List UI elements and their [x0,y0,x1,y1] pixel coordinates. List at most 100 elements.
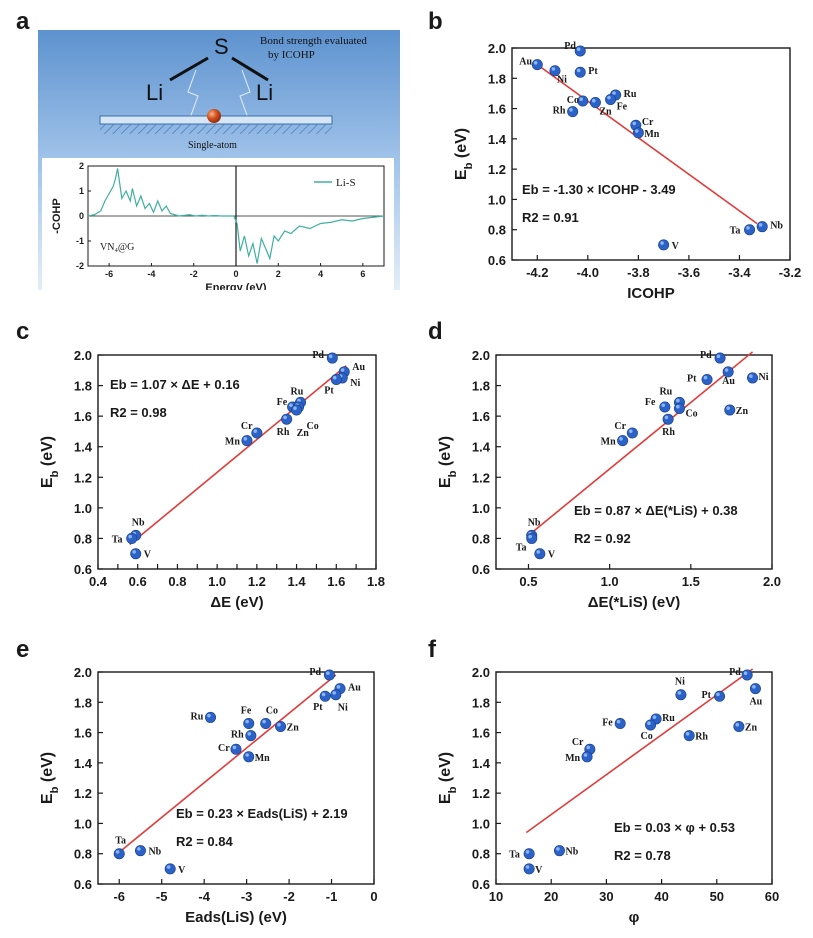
panel-letter-f: f [428,636,436,663]
point-label-ru: Ru [662,713,675,724]
point-label-pt: Pt [588,66,598,77]
point-label-pt: Pt [687,373,697,384]
data-point-highlight [283,415,287,420]
data-point-fe [659,401,671,413]
data-point-rh [281,413,293,425]
plot-frame [97,671,375,885]
data-point-highlight [277,722,281,727]
fit-equation: Eb = 0.23 × Eads(LiS) + 2.19 [176,806,348,821]
data-point-au [531,59,543,71]
point-label-ru: Ru [659,386,672,397]
point-label-rh: Rh [553,106,566,117]
atom-li-left-label: Li [146,80,163,105]
data-point-v [164,863,176,875]
data-point-nb [756,221,768,233]
data-point-v [658,239,670,251]
data-point-highlight [115,850,120,854]
data-point-pt [701,373,713,385]
data-point-ni [747,372,759,384]
point-label-pd: Pd [309,667,321,678]
data-point-pd [323,669,335,681]
point-label-pt: Pt [313,702,323,713]
point-label-co: Co [685,409,697,420]
point-label-nb: Nb [770,221,783,232]
x-tick-label: 0.4 [89,574,108,589]
point-label-au: Au [722,376,735,387]
data-point-highlight [677,691,682,695]
data-point-rh [683,730,695,742]
y-tick-label: 1.4 [74,756,93,771]
data-point-pd [714,352,726,364]
x-tick-label: 1.0 [601,574,619,589]
cohp-x-tick-label: 4 [318,269,323,279]
data-point-highlight [726,406,730,411]
data-point-zn [275,721,287,733]
point-label-zn: Zn [599,107,612,118]
data-point-highlight [569,108,573,112]
data-point-highlight [586,745,591,750]
x-tick-label: -6 [113,889,125,904]
bond-s-li-right [231,56,269,82]
data-point-co [673,402,685,414]
data-point-fe [614,717,626,729]
y-tick-label: 1.2 [472,470,490,485]
x-axis-label: ΔE(*LiS) (eV) [588,594,680,611]
y-tick-label: 1.8 [472,379,490,394]
data-point-cr [230,743,242,755]
point-label-mn: Mn [601,437,616,448]
panel-letter-b: b [428,8,443,35]
y-tick-label: 2.0 [488,41,506,56]
y-tick-label: 0.6 [74,877,92,892]
point-label-ru: Ru [191,711,204,722]
point-label-ta: Ta [730,226,741,237]
fit-r-squared: R2 = 0.84 [176,834,234,849]
data-point-highlight [752,685,756,689]
x-axis-label: ΔE (eV) [210,594,263,611]
data-point-highlight [579,97,583,101]
point-label-co: Co [266,705,278,716]
point-label-ru: Ru [624,89,637,100]
point-label-mn: Mn [565,753,580,764]
cohp-x-tick-label: 2 [276,269,281,279]
bond-note-line1: Bond strength evaluated [260,35,367,47]
x-axis-label: φ [629,909,640,926]
point-label-au: Au [348,683,361,694]
y-tick-label: 1.6 [472,409,490,424]
x-tick-label: 0.8 [168,574,186,589]
cohp-x-axis-label: Energy (eV) [205,282,266,290]
point-label-v: V [178,865,186,876]
plot-frame [495,354,773,570]
substrate-label: Single-atom [188,140,237,151]
point-label-zn: Zn [745,723,758,734]
plot-frame [511,47,791,261]
data-point-rh [662,413,674,425]
x-tick-label: -3 [241,889,253,904]
data-point-highlight [293,406,297,411]
data-point-highlight [128,534,132,539]
point-label-zn: Zn [736,406,749,417]
cohp-legend-label: Li-S [336,177,356,189]
data-point-mn [617,435,629,447]
fit-r-squared: R2 = 0.91 [522,210,579,225]
point-label-co: Co [567,95,579,106]
data-point-pd [741,669,753,681]
y-tick-label: 1.2 [472,786,490,801]
data-point-v [130,548,142,560]
data-point-highlight [207,713,211,718]
point-label-nb: Nb [132,517,145,528]
point-label-ni: Ni [557,75,567,86]
data-point-mn [632,127,644,139]
x-tick-label: 10 [489,889,503,904]
y-tick-label: 1.2 [488,162,506,177]
point-label-cr: Cr [218,743,230,754]
point-label-ni: Ni [338,703,348,714]
chart-panel-d: 0.5 1.0 1.5 2.0 0.6 0.8 1.0 1.2 1.4 1.6 1.8 2.0 ΔE(*… [437,348,781,611]
data-point-highlight [619,437,623,441]
data-point-highlight [616,719,621,724]
data-point-zn [724,404,736,416]
data-point-ta [523,848,535,860]
y-tick-label: 1.0 [488,192,506,207]
y-tick-label: 1.2 [74,786,92,801]
data-point-pt [319,690,331,702]
y-tick-label: 1.8 [472,695,490,710]
